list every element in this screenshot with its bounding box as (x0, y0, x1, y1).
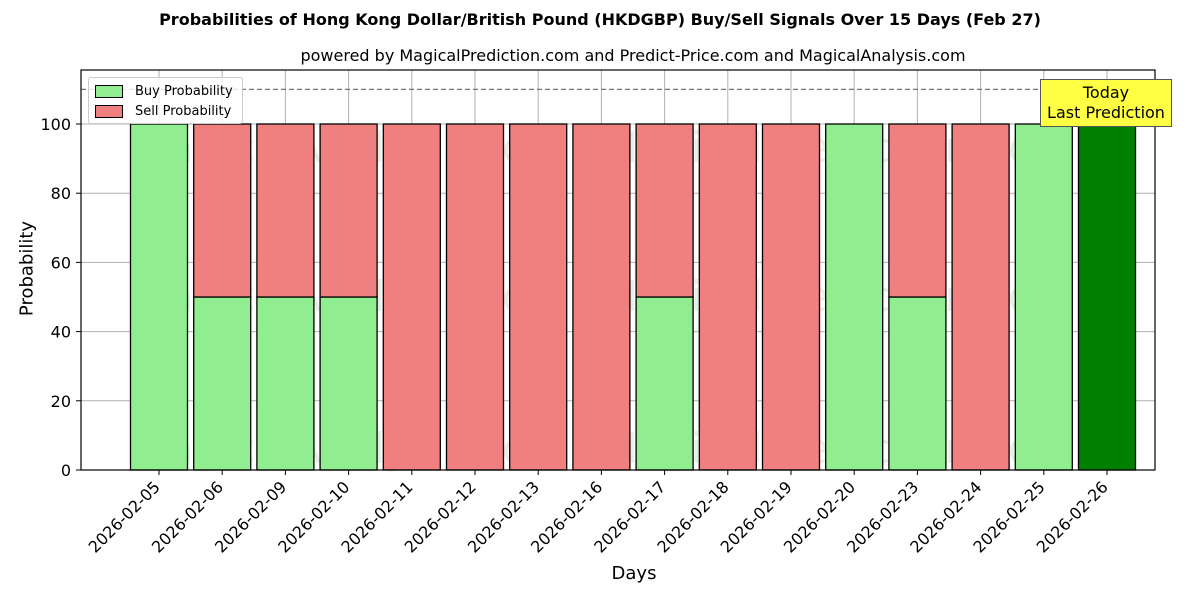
svg-text:40: 40 (51, 323, 71, 342)
bar-2026-02-13 (509, 123, 568, 471)
legend-label-buy: Buy Probability (135, 83, 233, 99)
bar-2026-02-17 (635, 123, 694, 471)
bar-2026-02-25 (1014, 123, 1073, 471)
svg-text:0: 0 (61, 461, 71, 480)
bar-2026-02-19 (761, 123, 821, 471)
bar-2026-02-09 (256, 123, 315, 471)
y-axis-label: Probability (16, 220, 38, 317)
annotation-line2: Last Prediction (1047, 103, 1165, 122)
chart-subtitle: powered by MagicalPrediction.com and Pre… (300, 46, 966, 65)
legend-label-sell: Sell Probability (135, 103, 232, 119)
bar-2026-02-16 (572, 123, 631, 471)
bar-2026-02-11 (382, 123, 441, 471)
x-axis-label: Days (611, 563, 657, 584)
legend: Buy Probability Sell Probability (88, 77, 243, 124)
bar-2026-02-10 (319, 123, 378, 471)
today-annotation: Today Last Prediction (1040, 79, 1172, 127)
legend-item-sell: Sell Probability (95, 103, 231, 119)
bar-2026-02-06 (193, 123, 252, 471)
chart-title: Probabilities of Hong Kong Dollar/Britis… (159, 10, 1041, 29)
svg-text:80: 80 (51, 184, 71, 203)
bar-2026-02-12 (445, 123, 505, 471)
bar-2026-02-23 (888, 123, 947, 471)
bar-2026-02-26 (1077, 123, 1137, 471)
sell-swatch-icon (95, 104, 123, 118)
annotation-line1: Today (1082, 83, 1130, 102)
bar-2026-02-18 (698, 123, 757, 471)
svg-text:20: 20 (51, 392, 71, 411)
bar-2026-02-24 (951, 123, 1010, 471)
legend-item-buy: Buy Probability (95, 83, 233, 99)
bar-2026-02-20 (825, 123, 884, 471)
svg-text:60: 60 (51, 253, 71, 272)
bar-2026-02-05 (129, 123, 189, 471)
buy-swatch-icon (95, 84, 123, 98)
svg-text:100: 100 (40, 115, 71, 134)
